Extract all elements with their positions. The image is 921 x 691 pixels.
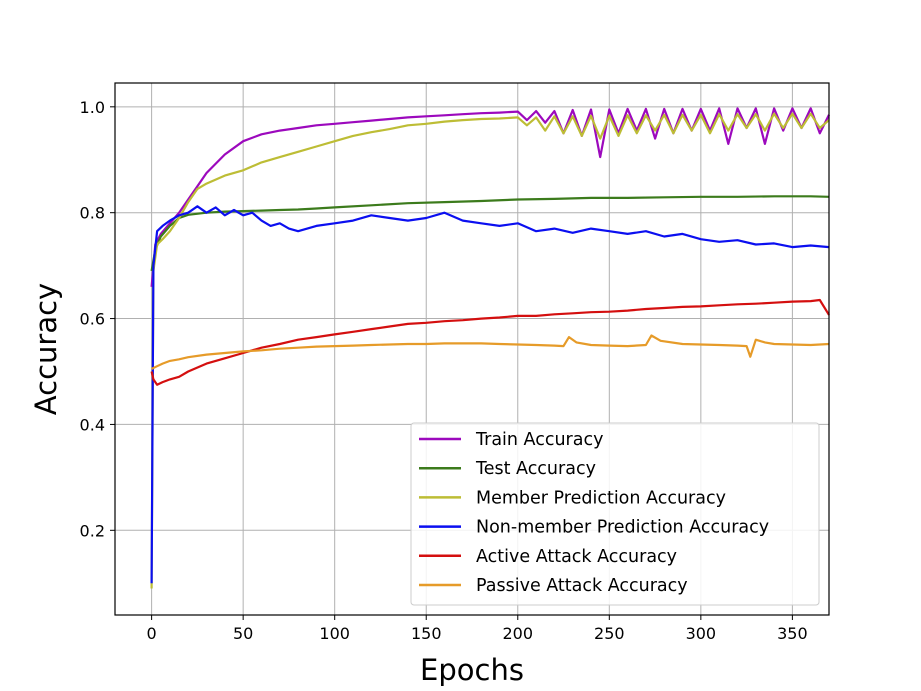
y-tick-label: 0.6 xyxy=(80,310,105,329)
x-axis-ticks: 0 50 100 150 200 250 300 350 xyxy=(147,615,808,643)
legend-label: Member Prediction Accuracy xyxy=(476,488,726,508)
x-tick-label: 300 xyxy=(686,624,717,643)
x-tick-label: 200 xyxy=(502,624,533,643)
x-tick-label: 250 xyxy=(594,624,625,643)
series-line-1 xyxy=(150,195,830,272)
y-tick-label: 0.2 xyxy=(80,521,105,540)
x-tick-label: 350 xyxy=(777,624,808,643)
x-tick-label: 0 xyxy=(147,624,157,643)
y-axis-title: Accuracy xyxy=(29,283,63,415)
legend-label: Active Attack Accuracy xyxy=(476,547,677,567)
y-tick-label: 0.4 xyxy=(80,415,105,434)
legend-label: Test Accuracy xyxy=(475,459,596,479)
y-axis-ticks: 0.2 0.4 0.6 0.8 1.0 xyxy=(80,98,115,540)
plot-frame xyxy=(114,82,830,616)
y-tick-label: 1.0 xyxy=(80,98,105,117)
x-tick-label: 50 xyxy=(233,624,253,643)
x-tick-label: 100 xyxy=(319,624,350,643)
series-line-2 xyxy=(150,112,830,589)
legend-label: Non-member Prediction Accuracy xyxy=(476,518,769,538)
x-axis-title: Epochs xyxy=(420,653,524,687)
legend-box xyxy=(410,422,820,606)
series-lines xyxy=(150,107,830,589)
y-tick-label: 0.8 xyxy=(80,204,105,223)
series-line-3 xyxy=(150,205,830,584)
legend: Train Accuracy Test Accuracy Member Predic… xyxy=(410,422,820,606)
series-line-5 xyxy=(151,334,830,370)
x-tick-label: 150 xyxy=(411,624,442,643)
legend-label: Passive Attack Accuracy xyxy=(476,576,688,596)
legend-label: Train Accuracy xyxy=(475,430,603,450)
series-line-4 xyxy=(150,298,830,386)
